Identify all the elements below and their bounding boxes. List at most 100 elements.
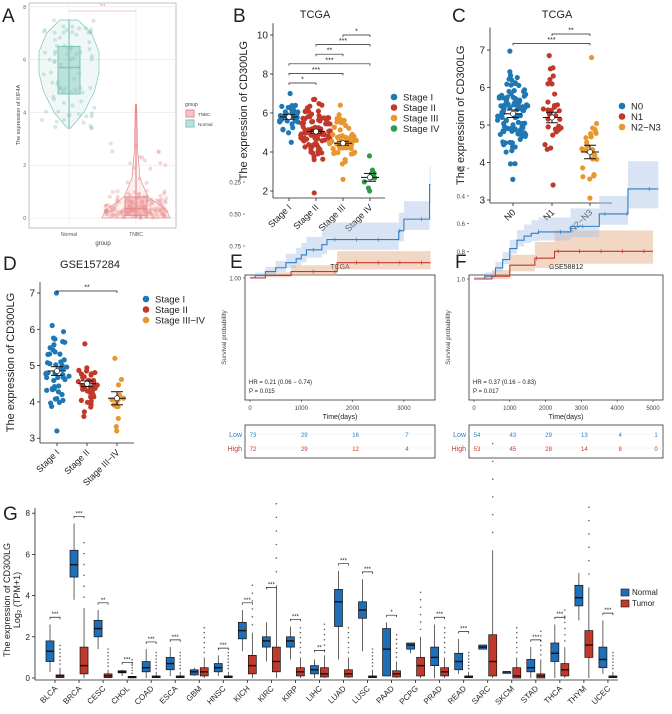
outlier-point (275, 502, 278, 505)
outlier-point (323, 644, 326, 646)
box-normal (69, 549, 79, 578)
data-point (504, 96, 510, 102)
significance-bracket (512, 43, 591, 46)
x-tick-label: KICH (232, 684, 252, 704)
data-point (75, 378, 81, 385)
legend-entry: Stage III (403, 114, 438, 125)
data-point (115, 209, 120, 214)
data-point (118, 376, 125, 383)
y-axis-label: The expression of CD300LG (455, 46, 467, 185)
data-point (520, 104, 526, 110)
box-tumor (247, 654, 257, 675)
significance-label: ** (568, 28, 574, 35)
x-tick-label: PCPG (398, 684, 420, 706)
outlier-point (299, 636, 302, 639)
outlier-point (347, 636, 350, 639)
data-point (548, 107, 554, 113)
outlier-point (299, 631, 302, 634)
outlier-point (515, 631, 518, 634)
outlier-point (443, 651, 446, 654)
outlier-point (371, 662, 374, 664)
data-point (82, 341, 88, 347)
data-point (149, 201, 154, 206)
outlier-point (299, 626, 302, 629)
outlier-point (203, 651, 206, 654)
data-point (158, 193, 163, 198)
significance-bracket (602, 612, 614, 616)
data-point (140, 204, 145, 209)
x-tick-label: STAD (519, 684, 540, 705)
mean-marker (313, 128, 319, 135)
hazard-ratio-text: HR = 0.37 (0.16 − 0.83) (473, 380, 536, 386)
significance-bracket (121, 662, 133, 665)
data-point (88, 85, 93, 90)
data-point (88, 30, 93, 35)
data-point (89, 114, 94, 119)
data-point (342, 157, 348, 163)
box-tumor (79, 646, 89, 675)
y-tick-label: 0 (26, 674, 31, 683)
data-point (156, 149, 161, 154)
significance-bracket (290, 618, 301, 622)
data-point (161, 213, 166, 218)
outlier-point (443, 626, 446, 629)
data-point (500, 110, 506, 116)
data-point (507, 48, 513, 54)
significance-bracket (314, 650, 325, 653)
data-point (579, 146, 585, 152)
data-point (92, 105, 97, 110)
data-point (121, 212, 126, 217)
data-point (61, 30, 66, 35)
data-point (310, 96, 317, 103)
data-point (551, 104, 557, 110)
data-point (499, 92, 505, 98)
data-point (128, 199, 133, 204)
data-point (588, 54, 595, 61)
outlier-point (155, 651, 157, 654)
data-point (53, 125, 58, 130)
y-tick-label: 6 (262, 109, 268, 120)
outlier-point (612, 651, 614, 654)
data-point (156, 199, 161, 204)
box-normal (406, 642, 415, 650)
data-point (125, 180, 130, 185)
significance-label: *** (604, 608, 612, 614)
data-point (105, 212, 110, 217)
data-point (122, 214, 127, 219)
panel-label-E: E (230, 252, 243, 273)
risk-table-value: 1 (654, 433, 658, 439)
y-tick-label: 0 (23, 216, 26, 222)
data-point (312, 124, 318, 130)
data-point (51, 18, 56, 23)
data-point (125, 210, 130, 215)
outlier-point (588, 519, 590, 522)
data-point (124, 210, 129, 215)
outlier-point (203, 641, 206, 644)
data-point (508, 82, 514, 88)
outlier-point (131, 664, 133, 666)
x-tick-label: PRAD (422, 684, 444, 706)
legend-entry: N1 (631, 112, 643, 123)
data-point (525, 103, 531, 109)
legend-entry: Tumor (632, 599, 655, 608)
data-point (73, 88, 78, 93)
data-point (49, 387, 56, 393)
data-point (70, 24, 75, 29)
legend-entry: Stage II (403, 103, 436, 114)
significance-bracket (217, 647, 229, 651)
data-point (115, 404, 121, 410)
y-tick-label: 0.4 (457, 194, 466, 200)
outlier-point (564, 621, 566, 624)
legend-entry: Stage IV (403, 124, 440, 135)
data-point (583, 135, 589, 141)
data-point (366, 153, 373, 159)
legend-marker (390, 114, 398, 122)
data-point (81, 413, 87, 420)
significance-bracket (362, 571, 373, 574)
data-point (65, 52, 70, 57)
x-axis-label: Time(days) (323, 414, 358, 421)
data-point (110, 213, 115, 218)
outlier-point (419, 613, 422, 616)
data-point (309, 143, 315, 150)
data-point (88, 372, 94, 378)
